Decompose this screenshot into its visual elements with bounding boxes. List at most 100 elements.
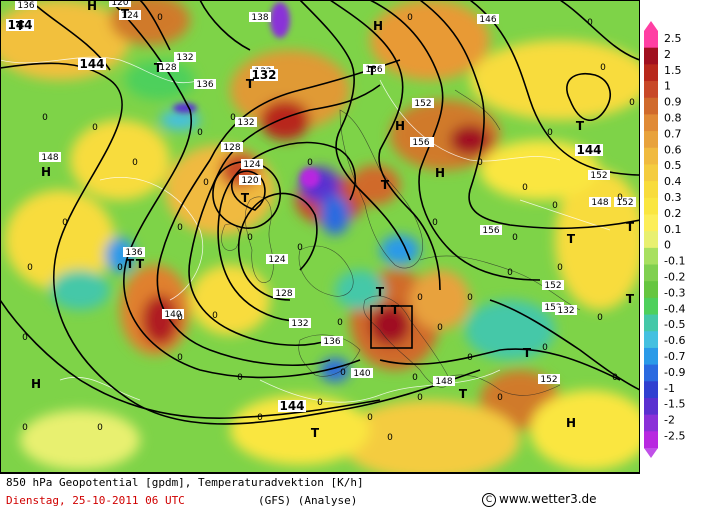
zero-label: 0 [92, 123, 98, 133]
legend-swatch [644, 347, 658, 366]
zero-label: 0 [387, 433, 393, 443]
zero-labels: 0 0 0 0 0 0 0 0 0 0 0 0 0 0 0 0 0 0 0 0 0 0 0 0 0 0 0 0 0 0 0 0 0 0 0 0 0 0 0 0… [22, 13, 635, 443]
contour-label-bg [412, 98, 434, 108]
legend-bottom-arrow [644, 448, 658, 458]
contour-label: 152 [616, 198, 633, 208]
zero-label: 0 [467, 293, 473, 303]
zero-label: 0 [22, 333, 28, 343]
legend-swatch [644, 131, 658, 149]
contour-label-bg [321, 336, 343, 346]
contour-label: 128 [223, 143, 240, 153]
bold-contour-label: 144 [576, 143, 601, 157]
legend-label: -2.5 [664, 430, 685, 443]
zero-label: 0 [212, 311, 218, 321]
zero-label: 0 [317, 398, 323, 408]
contour-label-bg [123, 247, 145, 257]
zero-label: 0 [157, 13, 163, 23]
zero-label: 0 [297, 243, 303, 253]
pressure-center-label: T [459, 387, 468, 401]
pressure-center-label: T [378, 303, 387, 317]
contour-label-bg [480, 225, 502, 235]
contour-label-bg [410, 137, 432, 147]
pressure-center-label: T [391, 303, 400, 317]
contour-label: 140 [164, 310, 181, 320]
zero-label: 0 [437, 323, 443, 333]
zero-label: 0 [522, 183, 528, 193]
contour-label: 146 [479, 15, 496, 25]
pressure-center-label: T [121, 7, 130, 21]
legend-label: 0.4 [664, 175, 682, 188]
pressure-center-label: T [523, 346, 532, 360]
contour-label-bg [221, 142, 243, 152]
contour-label-bg [477, 14, 499, 24]
advection-contours [0, 56, 611, 403]
pressure-center-label: H [395, 119, 405, 133]
contour-label: 156 [482, 226, 499, 236]
bold-label-bg [78, 58, 106, 70]
legend-swatch [644, 297, 658, 316]
contour-label: 156 [412, 138, 429, 148]
legend-label: 1.5 [664, 64, 682, 77]
zero-label: 0 [257, 413, 263, 423]
legend-label: -1.5 [664, 398, 685, 411]
zero-label: 0 [197, 128, 203, 138]
pressure-center-label: T [311, 426, 320, 440]
contour-label: 136 [125, 248, 142, 258]
contour-label: 152 [540, 375, 557, 385]
model-info: (GFS) (Analyse) [258, 494, 358, 507]
legend-label: -0.3 [664, 286, 685, 299]
legend-swatch [644, 397, 658, 416]
zero-label: 0 [337, 318, 343, 328]
legend-swatch [644, 147, 658, 165]
legend-label: -1 [664, 382, 675, 395]
zero-label: 0 [407, 13, 413, 23]
legend-label: 0 [664, 239, 671, 252]
contour-label-bg [241, 159, 263, 169]
legend-swatch [644, 114, 658, 132]
legend-label: 0.1 [664, 223, 682, 236]
contour-label: 124 [121, 11, 138, 21]
zero-label: 0 [597, 313, 603, 323]
legend-swatch [644, 281, 658, 299]
legend-label: -0.5 [664, 318, 685, 331]
contour-label: 120 [111, 0, 128, 8]
zero-label: 0 [417, 293, 423, 303]
bold-label-bg [278, 400, 306, 412]
legend-label: 2 [664, 48, 671, 61]
bold-contour-label: 132 [251, 68, 276, 82]
zero-label: 0 [412, 373, 418, 383]
contour-label: 120 [241, 176, 258, 186]
coastlines [221, 89, 581, 396]
legend-label: 0.2 [664, 207, 682, 220]
contour-label-bg [249, 12, 271, 22]
zero-label: 0 [629, 98, 635, 108]
legend-label: -0.7 [664, 350, 685, 363]
source-link[interactable]: www.wetter3.de [499, 492, 597, 506]
legend-swatch [644, 364, 658, 382]
zero-label: 0 [247, 233, 253, 243]
contour-label: 148 [591, 198, 608, 208]
contour-label-bg [239, 175, 261, 185]
contour-label: 148 [41, 153, 58, 163]
zero-label: 0 [507, 268, 513, 278]
zero-label: 0 [367, 413, 373, 423]
color-legend: 2.5 2 1.5 1 0.9 0.8 0.7 0.6 0.5 0.4 0.3 0.2 0.1 0 -0.1… [644, 21, 685, 458]
contour-label: 132 [237, 118, 254, 128]
contour-label: 128 [275, 289, 292, 299]
pressure-center-label: H [87, 0, 97, 13]
zero-label: 0 [203, 178, 209, 188]
legend-swatch [644, 197, 658, 215]
valid-date: Dienstag, 25-10-2011 06 UTC [6, 494, 185, 507]
legend-label: -0.1 [664, 255, 685, 268]
contour-label-bg [555, 305, 577, 315]
contour-label-bg [119, 10, 141, 20]
contour-label-bg [614, 197, 636, 207]
legend-swatch [644, 247, 658, 266]
pressure-center-label: T [16, 19, 25, 33]
pressure-center-label: T [126, 257, 135, 271]
legend-label: -0.2 [664, 271, 685, 284]
legend-top-arrow [644, 21, 658, 31]
contour-label: 152 [414, 99, 431, 109]
pressure-center-label: T [154, 61, 163, 75]
